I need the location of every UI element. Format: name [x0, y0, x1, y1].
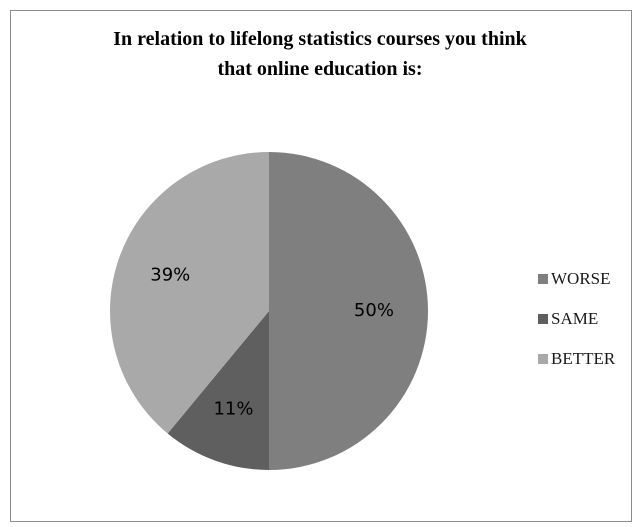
chart-legend: WORSE SAME BETTER [538, 259, 615, 379]
legend-swatch-worse [538, 274, 548, 284]
chart-title: In relation to lifelong statistics cours… [40, 24, 600, 84]
pie-slice-better [110, 152, 269, 434]
legend-label-worse: WORSE [551, 269, 611, 288]
legend-item-same: SAME [538, 299, 615, 339]
data-label-worse: 50% [354, 300, 394, 321]
legend-swatch-same [538, 314, 548, 324]
legend-item-worse: WORSE [538, 259, 615, 299]
legend-label-better: BETTER [551, 349, 616, 368]
chart-title-line-2: that online education is: [217, 58, 423, 80]
pie-slice-same [167, 311, 269, 470]
pie-slice-worse [269, 152, 428, 470]
chart-title-line-1: In relation to lifelong statistics cours… [113, 28, 527, 50]
legend-swatch-better [538, 354, 548, 364]
data-label-better: 39% [150, 264, 190, 285]
data-label-same: 11% [213, 399, 253, 420]
legend-label-same: SAME [551, 309, 599, 328]
legend-item-better: BETTER [538, 339, 615, 379]
